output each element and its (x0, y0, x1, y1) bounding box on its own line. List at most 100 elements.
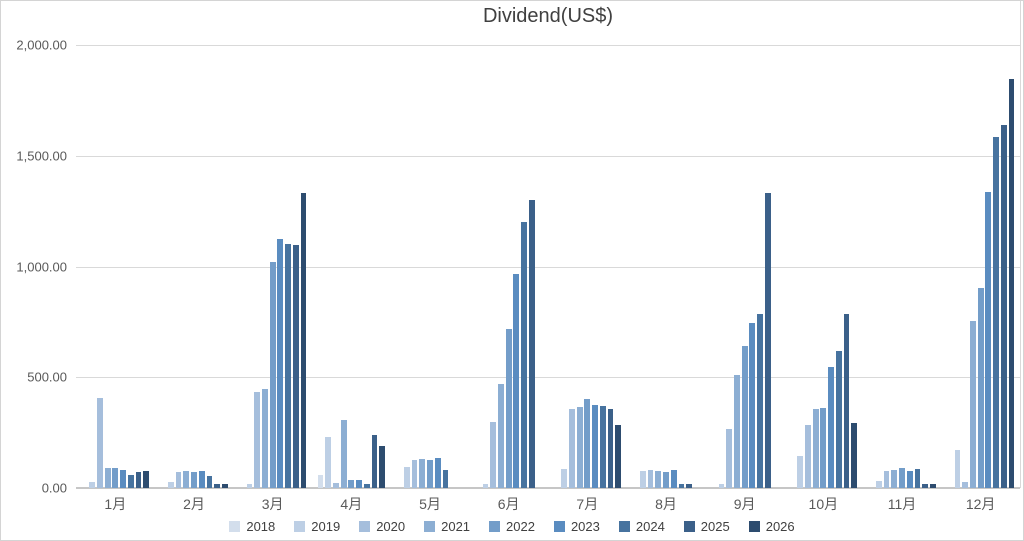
bar-2025-4月[interactable] (371, 434, 378, 488)
bar-2019-9月[interactable] (718, 483, 725, 488)
bar-2021-8月[interactable] (655, 471, 662, 488)
bar-2020-11月[interactable] (883, 471, 890, 488)
bar-2022-1月[interactable] (112, 468, 119, 488)
bar-2024-6月[interactable] (521, 222, 527, 488)
bar-2020-3月[interactable] (254, 391, 261, 488)
bar-2022-10月[interactable] (820, 408, 827, 488)
bar-2020-6月[interactable] (490, 421, 497, 488)
bar-2023-8月[interactable] (670, 470, 677, 488)
bar-2020-1月[interactable] (96, 398, 103, 488)
bar-2021-10月[interactable] (812, 409, 819, 488)
bar-2024-1月[interactable] (127, 474, 134, 488)
bar-2019-11月[interactable] (875, 481, 882, 488)
bar-2023-2月[interactable] (198, 471, 205, 488)
bar-2021-5月[interactable] (419, 459, 426, 488)
bar-2025-6月[interactable] (528, 200, 535, 488)
bar-2022-6月[interactable] (505, 328, 512, 488)
bar-2024-12月[interactable] (993, 136, 999, 488)
bar-2019-4月[interactable] (325, 437, 332, 488)
bar-2021-11月[interactable] (891, 470, 898, 488)
bar-2019-10月[interactable] (797, 455, 804, 488)
bar-2019-12月[interactable] (954, 450, 961, 488)
bar-2025-1月[interactable] (135, 472, 142, 488)
bar-2023-9月[interactable] (749, 322, 756, 488)
bar-2021-12月[interactable] (970, 320, 976, 488)
legend-item-2022[interactable]: 2022 (489, 519, 535, 534)
bar-2022-4月[interactable] (348, 480, 355, 488)
bar-2021-1月[interactable] (104, 468, 111, 488)
bar-2025-8月[interactable] (686, 483, 693, 488)
bar-2021-2月[interactable] (183, 471, 190, 488)
bar-2021-6月[interactable] (498, 383, 504, 488)
bar-2024-10月[interactable] (835, 350, 842, 488)
bar-2025-9月[interactable] (764, 193, 771, 488)
bar-2025-11月[interactable] (922, 484, 929, 488)
legend-item-2019[interactable]: 2019 (294, 519, 340, 534)
bar-2025-2月[interactable] (214, 484, 221, 488)
bar-2023-6月[interactable] (513, 274, 520, 488)
bar-2019-6月[interactable] (482, 483, 489, 488)
bar-2022-11月[interactable] (899, 468, 905, 488)
bar-2024-8月[interactable] (678, 483, 685, 488)
legend-item-2024[interactable]: 2024 (618, 519, 665, 534)
bar-2026-3月[interactable] (300, 193, 307, 488)
bar-2020-10月[interactable] (804, 424, 811, 488)
bar-2020-12月[interactable] (962, 482, 969, 488)
legend-item-2025[interactable]: 2025 (683, 519, 730, 534)
bar-2025-3月[interactable] (292, 245, 299, 488)
bar-2023-5月[interactable] (434, 458, 441, 488)
bar-2023-10月[interactable] (828, 367, 834, 488)
bar-2025-10月[interactable] (843, 314, 850, 488)
bar-2024-4月[interactable] (363, 484, 370, 488)
bar-2026-12月[interactable] (1008, 79, 1015, 488)
bar-2019-5月[interactable] (403, 466, 410, 488)
bar-2023-3月[interactable] (277, 238, 284, 488)
bar-2020-4月[interactable] (332, 483, 339, 488)
bar-2019-1月[interactable] (89, 482, 96, 488)
legend-item-2023[interactable]: 2023 (553, 519, 600, 534)
bar-2023-11月[interactable] (906, 471, 913, 488)
bar-2020-8月[interactable] (647, 470, 654, 488)
bar-2021-9月[interactable] (734, 375, 740, 488)
bar-2021-7月[interactable] (576, 407, 583, 488)
bar-2025-7月[interactable] (607, 409, 614, 488)
bar-2024-2月[interactable] (206, 475, 213, 488)
bar-2019-3月[interactable] (246, 484, 253, 488)
bar-2021-4月[interactable] (340, 420, 347, 488)
bar-2022-2月[interactable] (191, 472, 197, 488)
bar-2023-7月[interactable] (592, 404, 598, 488)
bar-2026-7月[interactable] (615, 424, 622, 488)
bar-2019-2月[interactable] (167, 482, 174, 488)
bar-2024-5月[interactable] (442, 470, 449, 488)
bar-2020-7月[interactable] (568, 409, 575, 488)
bar-2024-3月[interactable] (285, 244, 291, 488)
bar-2020-5月[interactable] (411, 460, 418, 488)
bar-2024-11月[interactable] (914, 469, 921, 488)
bar-2024-9月[interactable] (757, 314, 763, 488)
bar-2026-10月[interactable] (851, 422, 858, 488)
bar-2024-7月[interactable] (599, 406, 606, 488)
bar-2022-9月[interactable] (741, 346, 748, 488)
bar-2021-3月[interactable] (262, 389, 268, 488)
legend-item-2021[interactable]: 2021 (424, 519, 470, 534)
bar-2022-12月[interactable] (977, 287, 984, 488)
legend-item-2020[interactable]: 2020 (359, 519, 405, 534)
bar-2023-12月[interactable] (985, 192, 992, 488)
bar-2018-4月[interactable] (317, 474, 324, 488)
bar-2025-12月[interactable] (1000, 124, 1007, 488)
bar-2026-1月[interactable] (143, 471, 150, 488)
bar-2026-4月[interactable] (379, 445, 386, 488)
legend-item-2026[interactable]: 2026 (748, 519, 795, 534)
bar-2019-8月[interactable] (639, 471, 646, 488)
bar-2019-7月[interactable] (561, 469, 568, 488)
bar-2023-4月[interactable] (356, 480, 362, 488)
bar-2022-3月[interactable] (269, 262, 276, 488)
bar-2026-11月[interactable] (929, 484, 936, 488)
bar-2022-8月[interactable] (663, 472, 669, 488)
bar-2022-5月[interactable] (427, 460, 433, 488)
bar-2020-9月[interactable] (726, 429, 733, 488)
bar-2023-1月[interactable] (120, 470, 126, 488)
bar-2026-2月[interactable] (221, 484, 228, 488)
bar-2022-7月[interactable] (584, 399, 591, 488)
bar-2020-2月[interactable] (175, 472, 182, 488)
